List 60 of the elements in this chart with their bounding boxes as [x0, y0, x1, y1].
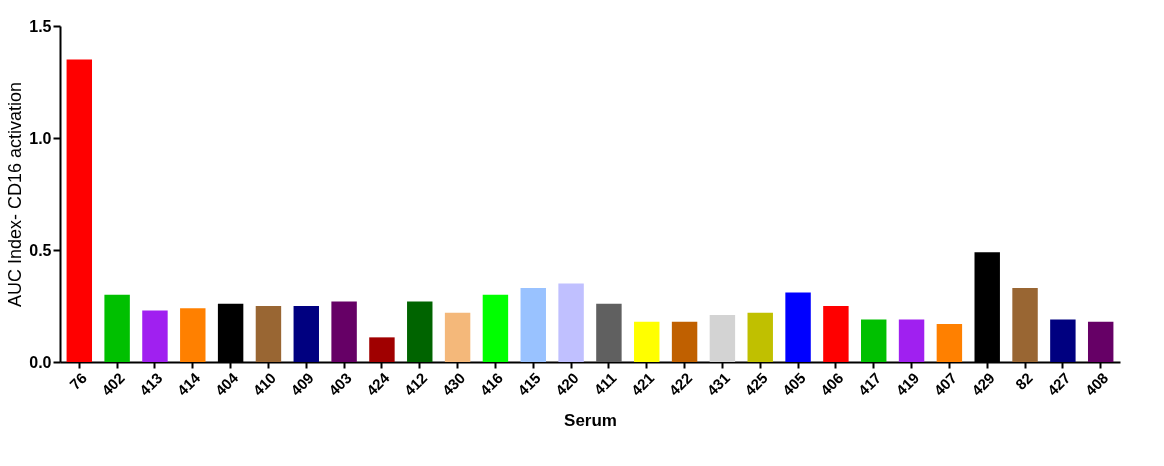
- x-tick-label: 405: [778, 369, 809, 399]
- x-tick-label: 409: [287, 369, 317, 399]
- x-tick-label: 415: [514, 369, 544, 399]
- bar: [1050, 319, 1076, 362]
- bar: [104, 294, 130, 362]
- x-tick-label: 407: [930, 369, 960, 399]
- x-tick-label: 406: [816, 369, 847, 399]
- x-tick-label: 431: [703, 369, 734, 399]
- x-tick-label: 424: [362, 368, 393, 399]
- x-tick-label: 414: [173, 368, 204, 399]
- bar: [709, 314, 736, 362]
- x-tick-label: 422: [665, 369, 696, 399]
- y-tick-label: 0.5: [29, 241, 52, 259]
- bar: [180, 308, 206, 362]
- bar: [66, 59, 93, 362]
- bar: [293, 306, 319, 362]
- x-tick-label: 411: [590, 369, 620, 399]
- y-tick-label: 1.0: [29, 129, 52, 147]
- x-tick-label: 412: [400, 369, 431, 399]
- bar: [331, 301, 357, 362]
- x-tick-label: 404: [211, 368, 242, 399]
- x-tick-label: 408: [1081, 369, 1112, 399]
- bar: [634, 321, 660, 362]
- bar: [596, 303, 622, 362]
- bar: [520, 288, 546, 362]
- x-tick-label: 430: [438, 369, 469, 399]
- x-tick-label: 403: [324, 369, 355, 399]
- bar: [747, 312, 773, 362]
- x-tick-label: 413: [135, 369, 166, 399]
- x-tick-label: 421: [627, 369, 658, 399]
- x-tick-label: 419: [892, 369, 923, 399]
- bar: [255, 306, 282, 362]
- x-tick-label: 402: [98, 369, 128, 399]
- x-axis-title: Serum: [564, 410, 617, 430]
- bar: [482, 294, 509, 362]
- bar: [785, 292, 811, 362]
- y-tick-label: 0.0: [29, 353, 52, 371]
- bar: [1012, 288, 1038, 362]
- bar: [444, 312, 471, 362]
- x-tick-label: 420: [551, 369, 582, 399]
- x-tick-label: 410: [249, 369, 280, 399]
- bar: [898, 319, 925, 362]
- y-tick-label: 1.5: [29, 17, 52, 35]
- bar: [558, 283, 584, 362]
- x-tick-label: 76: [66, 369, 90, 393]
- x-tick-label: 416: [476, 369, 507, 399]
- bar: [1087, 321, 1114, 362]
- bar: [671, 321, 698, 362]
- bar: [936, 323, 963, 362]
- bar: [823, 306, 849, 362]
- x-tick-label: 82: [1011, 369, 1036, 393]
- bar: [369, 337, 395, 362]
- x-tick-label: 429: [968, 369, 998, 399]
- x-tick-label: 425: [741, 369, 771, 399]
- y-axis-title: AUC Index- CD16 activation: [5, 81, 26, 308]
- x-tick-label: 427: [1043, 369, 1074, 399]
- bar: [861, 319, 887, 362]
- bar: [407, 301, 433, 362]
- bar: [142, 310, 168, 362]
- x-tick-label: 417: [854, 369, 885, 399]
